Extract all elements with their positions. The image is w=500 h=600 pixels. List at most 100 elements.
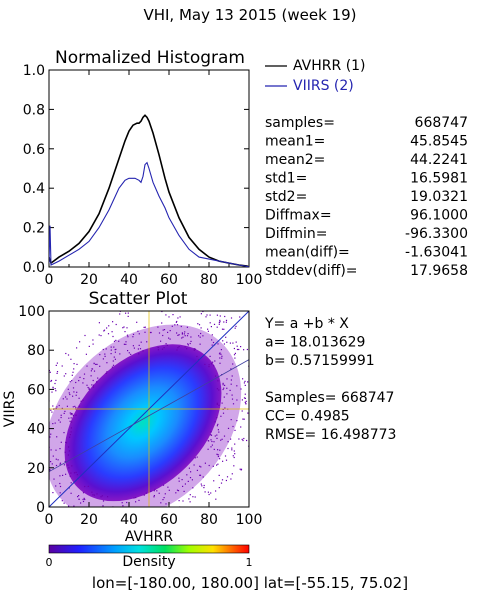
scatter-point — [72, 387, 75, 389]
scatter-point — [178, 334, 180, 336]
scatter-point — [69, 475, 71, 477]
scatter-point — [118, 516, 119, 517]
scatter-point — [62, 474, 64, 476]
scatter-point — [76, 347, 78, 349]
scatter-point — [183, 511, 184, 512]
scatter-point — [220, 439, 222, 441]
scatter-point — [71, 380, 73, 382]
scatter-point — [220, 353, 222, 355]
scatter-point — [223, 328, 225, 330]
scatter-point — [82, 509, 83, 510]
scatter-point — [188, 467, 190, 469]
scatter-point — [198, 324, 201, 326]
scatter-point — [250, 414, 251, 415]
scatter-point — [181, 333, 183, 335]
scatter-point — [194, 298, 195, 299]
scatter-point — [210, 363, 213, 365]
scatter-point — [204, 462, 206, 464]
scatter-point — [194, 516, 195, 517]
scatter-point — [112, 360, 114, 362]
scatter-point — [40, 404, 41, 405]
scatter-point — [213, 441, 215, 443]
scatter-point — [97, 542, 98, 543]
scatter-point — [257, 418, 258, 419]
scatter-point — [162, 499, 164, 501]
scatter-stat-line: b= 0.57159991 — [265, 353, 375, 369]
scatter-point — [73, 391, 75, 393]
scatter-point — [78, 498, 80, 500]
scatter-stat-line: RMSE= 16.498773 — [265, 427, 396, 443]
scatter-point — [29, 477, 30, 478]
scatter-point — [252, 367, 253, 368]
scatter-point — [60, 441, 62, 443]
scatter-point — [110, 346, 112, 348]
scatter-point — [110, 349, 112, 351]
scatter-point — [193, 348, 195, 350]
scatter-point — [157, 346, 159, 349]
scatter-point — [165, 343, 167, 345]
scatter-point — [76, 474, 78, 476]
scatter-point — [32, 448, 33, 449]
scatter-point — [59, 475, 61, 477]
scatter-point — [107, 496, 109, 498]
scatter-point — [260, 357, 261, 358]
scatter-frame — [48, 310, 250, 508]
scatter-point — [50, 409, 52, 411]
scatter-point — [105, 348, 107, 350]
scatter-point — [144, 331, 146, 333]
scatter-point — [178, 346, 180, 348]
scatter-point — [210, 446, 212, 448]
scatter-point — [70, 417, 72, 419]
scatter-point — [88, 345, 90, 347]
scatter-point — [168, 489, 170, 491]
histogram-x-tick-label: 80 — [200, 272, 218, 288]
scatter-point — [122, 505, 124, 507]
scatter-point — [211, 440, 213, 443]
scatter-point — [98, 334, 100, 336]
scatter-point — [223, 321, 225, 323]
scatter-point — [114, 358, 116, 360]
scatter-point — [31, 496, 32, 497]
scatter-point — [181, 337, 183, 339]
scatter-point — [234, 443, 236, 445]
scatter-point — [223, 435, 226, 437]
scatter-point — [54, 422, 56, 424]
scatter-point — [251, 394, 252, 395]
scatter-point — [137, 330, 139, 332]
scatter-point — [186, 474, 188, 476]
scatter-point — [29, 413, 30, 414]
scatter-point — [233, 456, 235, 459]
scatter-point — [69, 434, 71, 436]
stat-label: mean(diff)= — [265, 245, 350, 261]
scatter-point — [23, 465, 24, 466]
stat-label: Diffmin= — [265, 226, 327, 242]
scatter-point — [224, 315, 226, 318]
scatter-point — [100, 496, 102, 498]
scatter-point — [107, 333, 110, 335]
stat-value: 668747 — [415, 115, 468, 131]
scatter-point — [79, 376, 81, 378]
scatter-point — [244, 397, 246, 399]
scatter-point — [114, 351, 116, 353]
scatter-point — [265, 369, 266, 370]
scatter-y-tick-label: 100 — [18, 304, 45, 320]
scatter-point — [239, 468, 241, 470]
scatter-point — [68, 392, 70, 394]
scatter-point — [185, 309, 186, 310]
scatter-point — [189, 494, 191, 496]
scatter-point — [221, 357, 223, 359]
scatter-point — [203, 306, 204, 307]
scatter-point — [171, 325, 173, 327]
scatter-point — [226, 476, 229, 478]
scatter-point — [87, 386, 89, 389]
histogram-panel: Normalized Histogram 0.00.20.40.60.81.0 … — [23, 48, 468, 288]
scatter-point — [18, 436, 19, 437]
scatter-point — [92, 386, 95, 388]
scatter-point — [198, 335, 200, 337]
scatter-point — [125, 312, 127, 314]
stat-value: 17.9658 — [410, 263, 468, 279]
scatter-point — [71, 465, 73, 467]
scatter-point — [190, 471, 192, 473]
scatter-point — [242, 418, 244, 420]
scatter-point — [81, 540, 82, 541]
